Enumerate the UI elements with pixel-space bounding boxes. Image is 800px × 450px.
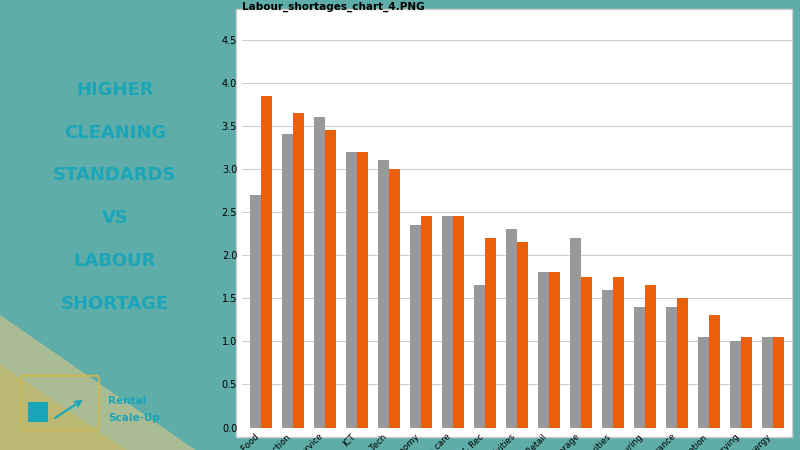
Text: HIGHER: HIGHER (76, 81, 154, 99)
Bar (261, 95, 272, 428)
Text: STANDARDS: STANDARDS (54, 166, 177, 184)
Bar (613, 277, 624, 428)
Bar (634, 307, 645, 428)
Bar (474, 285, 485, 428)
Bar (421, 216, 432, 428)
Text: SHORTAGE: SHORTAGE (61, 295, 169, 313)
Bar (730, 341, 741, 428)
Bar (602, 289, 613, 428)
Bar (325, 130, 336, 428)
Bar (410, 225, 421, 428)
Bar (549, 272, 560, 428)
Bar (773, 337, 784, 428)
Polygon shape (0, 315, 195, 450)
Bar (666, 307, 677, 428)
Bar (741, 337, 752, 428)
Polygon shape (0, 364, 126, 450)
Bar (27, 402, 48, 422)
Bar (581, 277, 592, 428)
Text: Scale-Up: Scale-Up (108, 413, 160, 423)
Bar (570, 238, 581, 428)
Bar (293, 113, 304, 427)
Bar (762, 337, 773, 428)
Text: VS: VS (102, 209, 129, 227)
Bar (485, 238, 496, 428)
Text: Rental: Rental (108, 396, 146, 405)
Bar (506, 229, 517, 428)
Bar (538, 272, 549, 428)
Bar (314, 117, 325, 428)
Bar (389, 169, 400, 428)
Text: CLEANING: CLEANING (64, 124, 166, 142)
Bar (250, 195, 261, 427)
Bar (346, 152, 357, 428)
Bar (709, 315, 720, 428)
Bar (698, 337, 709, 428)
Bar (677, 298, 688, 428)
Bar (282, 135, 293, 428)
Bar (357, 152, 368, 428)
Bar (378, 160, 389, 428)
Bar (442, 216, 453, 428)
Text: Labour_shortages_chart_4.PNG: Labour_shortages_chart_4.PNG (242, 2, 425, 12)
Bar (517, 242, 528, 428)
Text: LABOUR: LABOUR (74, 252, 156, 270)
Bar (645, 285, 656, 428)
Bar (453, 216, 464, 428)
